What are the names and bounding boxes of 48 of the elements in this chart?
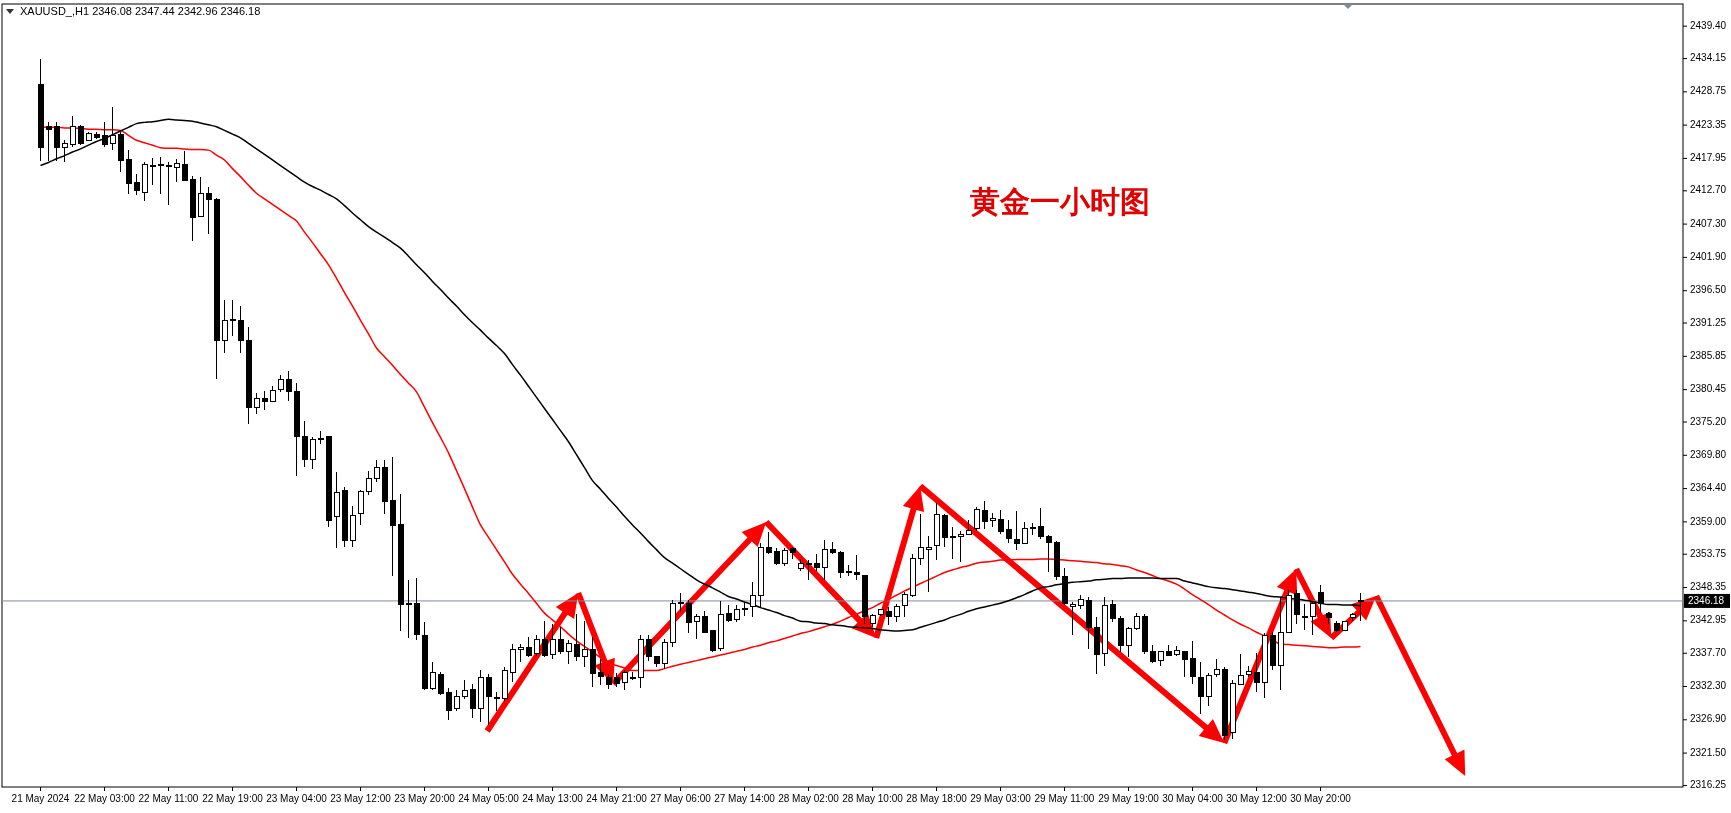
- y-tick-label: 2434.15: [1690, 52, 1727, 64]
- x-tick-label: 29 May 11:00: [1034, 793, 1095, 804]
- x-tick-label: 23 May 12:00: [330, 793, 392, 804]
- y-tick-label: 2380.45: [1690, 383, 1727, 395]
- y-tick-label: 2423.35: [1690, 118, 1727, 130]
- y-tick-label: 2385.85: [1690, 349, 1727, 361]
- y-tick-label: 2342.95: [1690, 614, 1727, 626]
- text: 黄金一小时图: [970, 184, 1150, 219]
- y-tick-label: 2337.70: [1690, 646, 1727, 658]
- x-tick-label: 22 May 11:00: [138, 793, 199, 804]
- x-tick-label: 27 May 14:00: [714, 793, 776, 804]
- y-tick-label: 2326.90: [1690, 713, 1727, 725]
- y-tick-label: 2321.50: [1690, 746, 1727, 758]
- x-tick-label: 30 May 04:00: [1162, 793, 1224, 804]
- y-tick-label: 2439.40: [1690, 19, 1727, 31]
- y-tick-label: 2396.50: [1690, 284, 1727, 296]
- x-tick-label: 21 May 2024: [11, 793, 70, 804]
- y-tick-label: 2369.80: [1690, 448, 1727, 460]
- y-tick-label: 2401.90: [1690, 251, 1727, 263]
- y-tick-label: 2412.70: [1690, 184, 1727, 196]
- x-tick-label: 30 May 12:00: [1226, 793, 1288, 804]
- y-tick-label: 2364.40: [1690, 482, 1727, 494]
- x-tick-label: 29 May 03:00: [970, 793, 1032, 804]
- x-tick-label: 24 May 21:00: [586, 793, 648, 804]
- x-tick-label: 23 May 20:00: [394, 793, 456, 804]
- x-tick-label: 28 May 18:00: [906, 793, 968, 804]
- y-tick-label: 2428.75: [1690, 85, 1727, 97]
- ref-line-label: 2346.18: [1688, 594, 1725, 606]
- y-tick-label: 2375.20: [1690, 415, 1727, 427]
- x-tick-label: 22 May 03:00: [74, 793, 136, 804]
- y-tick-label: 2348.35: [1690, 581, 1727, 593]
- x-tick-label: 27 May 06:00: [650, 793, 712, 804]
- y-tick-label: 2417.95: [1690, 152, 1727, 164]
- x-tick-label: 28 May 10:00: [842, 793, 904, 804]
- x-tick-label: 24 May 13:00: [522, 793, 584, 804]
- chart-title: XAUUSD_,H1 2346.08 2347.44 2342.96 2346.18: [20, 5, 261, 17]
- x-tick-label: 30 May 20:00: [1290, 793, 1352, 804]
- y-tick-label: 2391.25: [1690, 316, 1727, 328]
- y-tick-label: 2332.30: [1690, 680, 1727, 692]
- y-tick-label: 2316.25: [1690, 779, 1727, 791]
- x-tick-label: 28 May 02:00: [778, 793, 840, 804]
- x-tick-label: 29 May 19:00: [1098, 793, 1160, 804]
- x-tick-label: 22 May 19:00: [202, 793, 264, 804]
- x-tick-label: 24 May 05:00: [458, 793, 520, 804]
- y-tick-label: 2407.30: [1690, 217, 1727, 229]
- y-tick-label: 2353.75: [1690, 547, 1727, 559]
- x-tick-label: 23 May 04:00: [266, 793, 328, 804]
- y-tick-label: 2359.00: [1690, 515, 1727, 527]
